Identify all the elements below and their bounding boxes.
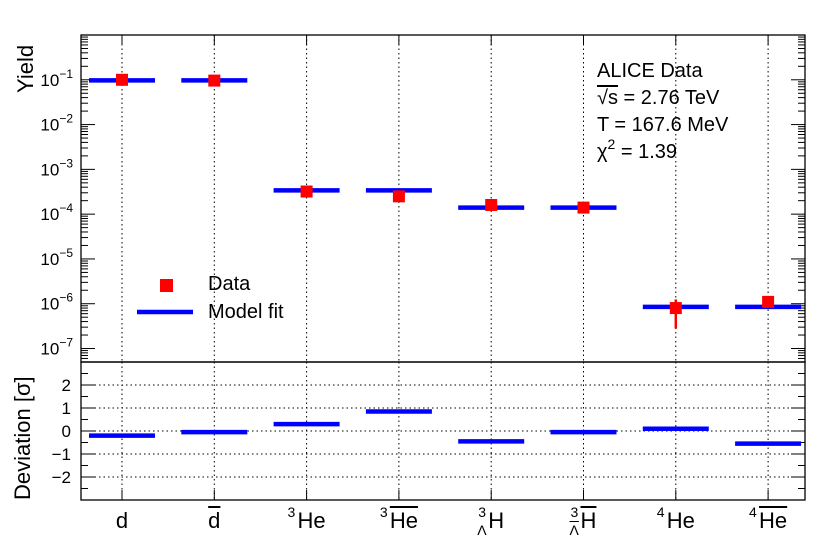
x-category-label: 3 He [379,504,418,533]
y-tick-label: 0 [62,422,71,441]
deviation-axis-label: Deviation [σ] [10,376,35,500]
y-tick-label: 10−2 [40,112,73,135]
y-tick-label: 10−5 [40,246,73,269]
data-point [116,73,128,86]
legend-data-label: Data [208,273,251,295]
y-tick-label: 2 [62,376,71,395]
y-tick-label: 10−1 [40,67,73,90]
legend-data-marker [160,279,173,292]
legend-model-label: Model fit [208,301,284,323]
data-point [485,199,498,212]
data-point [577,201,590,214]
yield-panel: 10−7 10−6 10−5 10−4 10−3 10−2 10−1 [40,34,806,363]
x-category-label: 4 He [749,504,788,533]
y-tick-label: 10−3 [40,156,73,179]
data-point [669,302,682,315]
yield-axis-label: Yield [13,44,38,93]
annotation-chi2: χ2 = 1.39 [597,136,678,163]
data-point [300,185,313,198]
y-tick-label: 1 [62,399,71,418]
y-tick-label: −1 [52,445,71,464]
annotation-title: ALICE Data [597,60,703,82]
x-category-label: 3 He [287,504,326,533]
x-category-label: d [115,508,129,533]
x-category-label: d [208,508,221,533]
y-tick-label: 10−6 [40,291,73,314]
annotation-energy: √s = 2.76 TeV [597,87,720,109]
y-tick-label: −2 [52,468,71,487]
y-tick-label: 10−4 [40,201,73,224]
deviation-panel: −2 −1 0 1 2 [52,361,806,501]
y-tick-label: 10−7 [40,336,73,359]
annotation-temperature: T = 167.6 MeV [597,114,729,136]
data-point [208,74,221,87]
x-category-label: 4 He [656,504,695,533]
data-point [392,190,405,203]
data-point [762,295,775,308]
